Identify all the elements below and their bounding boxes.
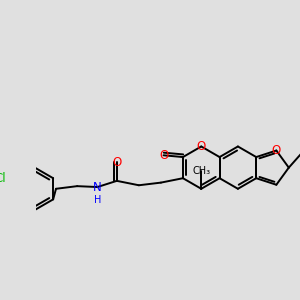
- Text: O: O: [159, 149, 168, 162]
- Text: N: N: [93, 181, 102, 194]
- Text: Cl: Cl: [0, 172, 7, 185]
- Text: CH₃: CH₃: [192, 166, 210, 176]
- Text: O: O: [272, 144, 281, 157]
- Text: O: O: [196, 140, 206, 153]
- Text: O: O: [112, 156, 122, 169]
- Text: H: H: [94, 195, 101, 205]
